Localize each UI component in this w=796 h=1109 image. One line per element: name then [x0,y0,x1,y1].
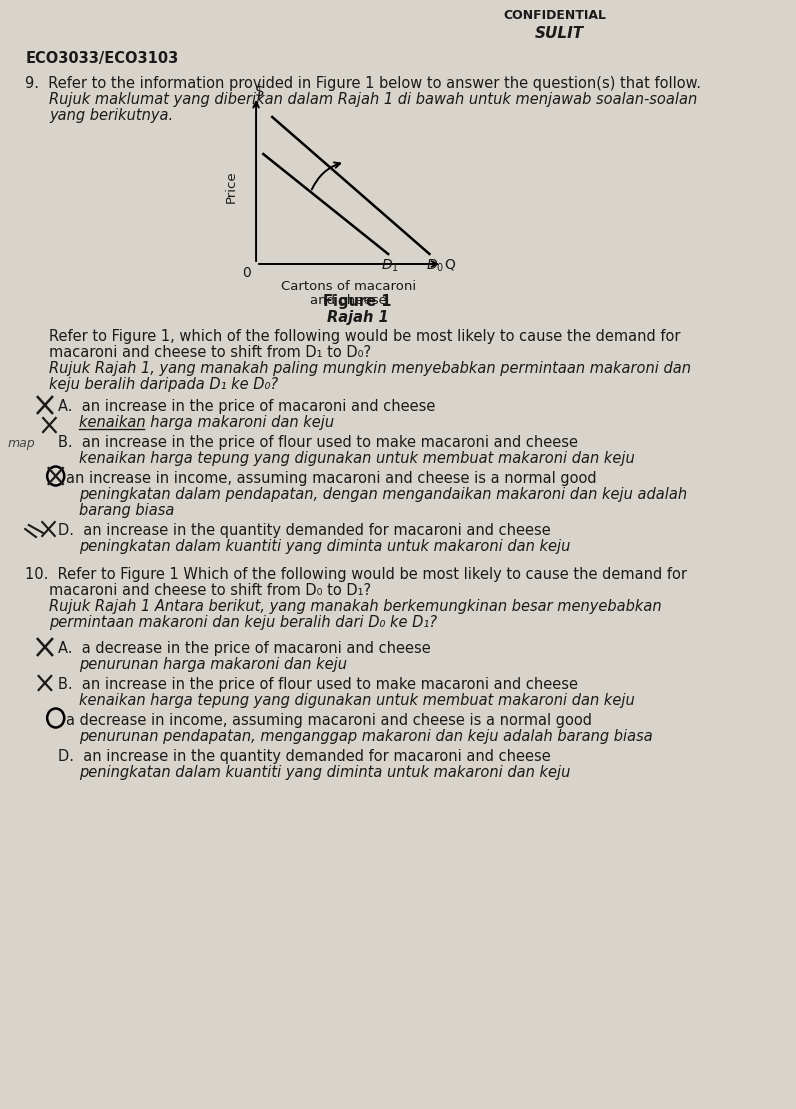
Text: keju beralih daripada D₁ ke D₀?: keju beralih daripada D₁ ke D₀? [49,377,279,391]
Text: B.  an increase in the price of flour used to make macaroni and cheese: B. an increase in the price of flour use… [58,435,579,450]
Text: ECO3033/ECO3103: ECO3033/ECO3103 [25,51,178,67]
Text: Rujuk Rajah 1, yang manakah paling mungkin menyebabkan permintaan makaroni dan: Rujuk Rajah 1, yang manakah paling mungk… [49,362,692,376]
Text: Price: Price [224,170,237,203]
Text: permintaan makaroni dan keju beralih dari D₀ ke D₁?: permintaan makaroni dan keju beralih dar… [49,615,438,630]
Text: an increase in income, assuming macaroni and cheese is a normal good: an increase in income, assuming macaroni… [65,471,596,486]
Text: Refer to Figure 1, which of the following would be most likely to cause the dema: Refer to Figure 1, which of the followin… [49,329,681,344]
Text: Q: Q [444,258,455,272]
Text: D.  an increase in the quantity demanded for macaroni and cheese: D. an increase in the quantity demanded … [58,523,551,538]
Text: yang berikutnya.: yang berikutnya. [49,108,174,123]
Text: D.  an increase in the quantity demanded for macaroni and cheese: D. an increase in the quantity demanded … [58,749,551,764]
Text: 0: 0 [242,266,251,279]
Text: $D_0$: $D_0$ [426,258,444,274]
Text: peningkatan dalam pendapatan, dengan mengandaikan makaroni dan keju adalah: peningkatan dalam pendapatan, dengan men… [79,487,687,502]
Text: peningkatan dalam kuantiti yang diminta untuk makaroni dan keju: peningkatan dalam kuantiti yang diminta … [79,765,571,780]
Text: penurunan pendapatan, menganggap makaroni dan keju adalah barang biasa: penurunan pendapatan, menganggap makaron… [79,729,653,744]
Text: barang biasa: barang biasa [79,503,174,518]
Text: Figure 1: Figure 1 [323,294,392,309]
Text: kenaikan harga tepung yang digunakan untuk membuat makaroni dan keju: kenaikan harga tepung yang digunakan unt… [79,693,635,708]
Text: map: map [7,437,35,450]
Text: kenaikan harga tepung yang digunakan untuk membuat makaroni dan keju: kenaikan harga tepung yang digunakan unt… [79,451,635,466]
Text: $D_1$: $D_1$ [381,258,399,274]
Text: B.  an increase in the price of flour used to make macaroni and cheese: B. an increase in the price of flour use… [58,676,579,692]
Text: 9.  Refer to the information provided in Figure 1 below to answer the question(s: 9. Refer to the information provided in … [25,77,701,91]
Text: Rujuk Rajah 1 Antara berikut, yang manakah berkemungkinan besar menyebabkan: Rujuk Rajah 1 Antara berikut, yang manak… [49,599,662,614]
Text: 10.  Refer to Figure 1 Which of the following would be most likely to cause the : 10. Refer to Figure 1 Which of the follo… [25,567,687,582]
Text: a decrease in income, assuming macaroni and cheese is a normal good: a decrease in income, assuming macaroni … [65,713,591,728]
Text: peningkatan dalam kuantiti yang diminta untuk makaroni dan keju: peningkatan dalam kuantiti yang diminta … [79,539,571,554]
Text: macaroni and cheese to shift from D₀ to D₁?: macaroni and cheese to shift from D₀ to … [49,583,372,598]
Text: Rajah 1: Rajah 1 [327,311,388,325]
Text: penurunan harga makaroni dan keju: penurunan harga makaroni dan keju [79,657,347,672]
Text: SULIT: SULIT [535,26,583,41]
Text: A.  a decrease in the price of macaroni and cheese: A. a decrease in the price of macaroni a… [58,641,431,657]
Text: Cartons of macaroni: Cartons of macaroni [281,279,416,293]
Text: A.  an increase in the price of macaroni and cheese: A. an increase in the price of macaroni … [58,399,435,414]
Text: kenaikan harga makaroni dan keju: kenaikan harga makaroni dan keju [79,415,334,430]
Text: and cheese: and cheese [310,294,387,307]
Text: Rujuk maklumat yang diberikan dalam Rajah 1 di bawah untuk menjawab soalan-soala: Rujuk maklumat yang diberikan dalam Raja… [49,92,697,106]
Text: macaroni and cheese to shift from D₁ to D₀?: macaroni and cheese to shift from D₁ to … [49,345,372,360]
Text: $: $ [254,83,264,98]
Text: CONFIDENTIAL: CONFIDENTIAL [503,9,607,22]
